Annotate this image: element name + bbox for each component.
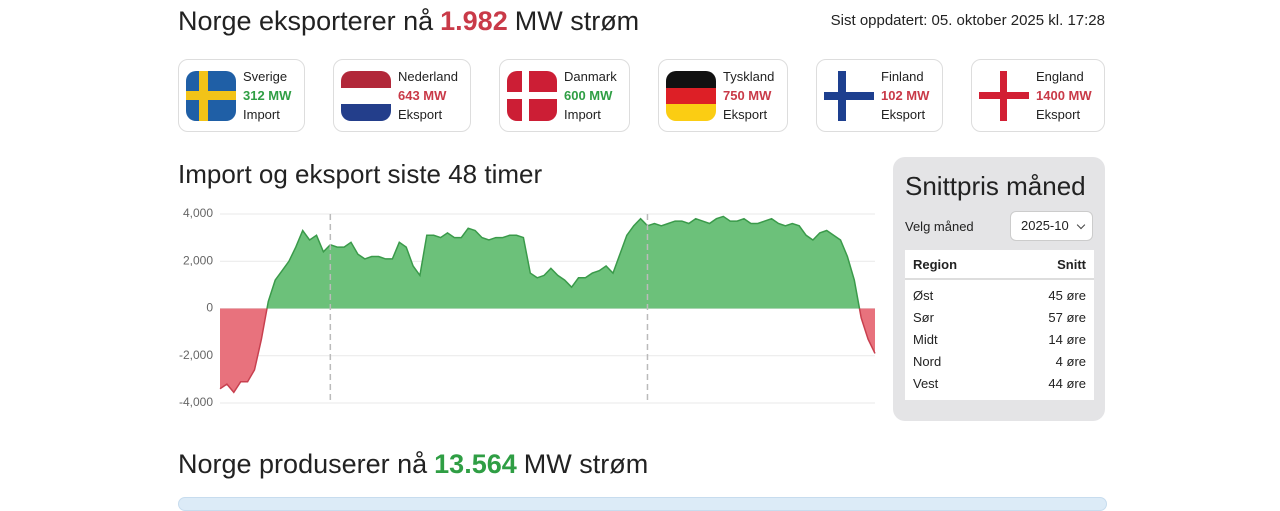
table-cell: 4 øre: [1055, 354, 1086, 369]
country-card[interactable]: England 1400 MW Eksport: [971, 59, 1105, 132]
table-cell: 14 øre: [1048, 332, 1086, 347]
country-amount: 750 MW: [723, 88, 772, 103]
y-tick-label: 4,000: [183, 206, 213, 220]
country-amount: 600 MW: [564, 88, 613, 103]
title-text: Norge produserer nå: [178, 449, 428, 479]
country-card[interactable]: Danmark 600 MW Import: [499, 59, 630, 132]
production-title: Norge produserer nå 13.564 MW strøm: [178, 449, 648, 480]
page-title: Norge eksporterer nå 1.982 MW strøm: [178, 6, 639, 37]
chart: 4,000 2,000 0 -2,000 -4,000: [179, 206, 876, 409]
table-row: Midt 14 øre: [905, 329, 1094, 351]
country-amount: 643 MW: [398, 88, 447, 103]
table-row: Øst 45 øre: [905, 279, 1094, 307]
table-cell: 57 øre: [1048, 310, 1086, 325]
table-cell: Vest: [913, 376, 939, 391]
country-direction: Eksport: [881, 107, 926, 122]
flag: [507, 70, 557, 121]
table-cell: 44 øre: [1048, 376, 1086, 391]
country-name: Nederland: [398, 69, 458, 84]
table-cell: 45 øre: [1048, 288, 1086, 303]
title-text: MW strøm: [523, 449, 649, 479]
column-header: Region: [905, 250, 1005, 280]
country-name: Sverige: [243, 69, 288, 84]
y-tick-label: 0: [206, 301, 213, 315]
flag: [979, 70, 1029, 121]
country-amount: 1400 MW: [1036, 88, 1092, 103]
table-row: Vest 44 øre: [905, 373, 1094, 400]
country-card[interactable]: Tyskland 750 MW Eksport: [658, 59, 788, 132]
select-label: Velg måned: [905, 219, 974, 234]
flag: [341, 70, 391, 121]
title-amount: 1.982: [440, 6, 508, 36]
country-direction: Eksport: [723, 107, 768, 122]
country-card[interactable]: Sverige 312 MW Import: [178, 59, 305, 132]
y-tick-label: 2,000: [183, 253, 213, 267]
country-direction: Import: [564, 107, 601, 122]
area: [220, 216, 875, 393]
table-cell: Nord: [913, 354, 942, 369]
column-header: Snitt: [1004, 250, 1094, 280]
table-cell: Sør: [913, 310, 934, 325]
production-box: [178, 497, 1107, 511]
country-direction: Import: [243, 107, 280, 122]
country-amount: 312 MW: [243, 88, 292, 103]
line: [219, 215, 876, 394]
price-table: Region Snitt Øst 45 øre Sør 57 øre Midt 14 øre…: [905, 250, 1094, 400]
flag: [666, 70, 716, 121]
flag: [186, 70, 236, 121]
chart-title: Import og eksport siste 48 timer: [178, 159, 543, 189]
title-text: Norge eksporterer nå: [178, 6, 434, 36]
y-tick-label: -2,000: [179, 348, 213, 362]
updated-time: Sist oppdatert: 05. oktober 2025 kl. 17:…: [830, 12, 1105, 29]
flag: [824, 70, 874, 121]
country-direction: Eksport: [398, 107, 443, 122]
y-tick-label: -4,000: [179, 395, 213, 409]
title-text: MW strøm: [514, 6, 640, 36]
title-amount: 13.564: [434, 449, 517, 479]
price-panel: Snittpris måned Velg måned 2025-10 Regio…: [893, 157, 1105, 421]
country-amount: 102 MW: [881, 88, 930, 103]
table-cell: Øst: [913, 288, 934, 303]
country-name: Finland: [881, 69, 924, 84]
country-card[interactable]: Finland 102 MW Eksport: [816, 59, 943, 132]
table-row: Nord 4 øre: [905, 351, 1094, 373]
month-select[interactable]: 2025-10: [1010, 211, 1093, 241]
country-card[interactable]: Nederland 643 MW Eksport: [333, 59, 471, 132]
country-direction: Eksport: [1036, 107, 1081, 122]
country-name: Tyskland: [723, 69, 775, 84]
country-name: Danmark: [564, 69, 617, 84]
table-cell: Midt: [913, 332, 938, 347]
country-name: England: [1036, 69, 1084, 84]
panel-title: Snittpris måned: [905, 171, 1086, 201]
table-row: Sør 57 øre: [905, 307, 1094, 329]
